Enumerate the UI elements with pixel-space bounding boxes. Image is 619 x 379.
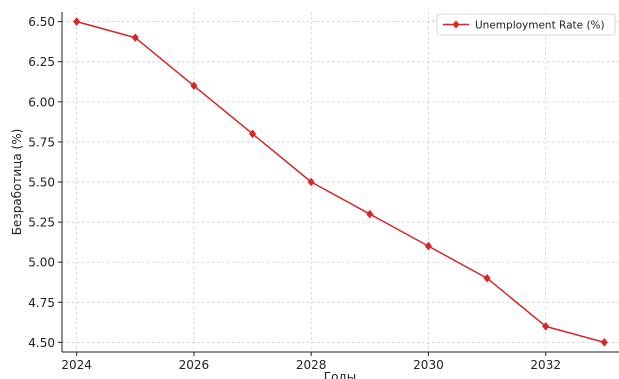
plot-background (62, 12, 619, 352)
legend-box (436, 13, 616, 36)
y-tick-label: 6.00 (28, 95, 55, 109)
y-tick-label: 4.75 (28, 296, 55, 310)
y-tick-label: 6.25 (28, 55, 55, 69)
data-point-marker (542, 321, 550, 331)
x-tick-label: 2030 (413, 358, 444, 372)
y-tick-label: 5.25 (28, 216, 55, 230)
data-point-marker (424, 241, 433, 251)
legend-marker-icon (452, 20, 460, 29)
series-line (76, 20, 605, 344)
data-point-marker (131, 33, 139, 43)
x-tick-label: 2024 (61, 358, 92, 372)
y-axis-label: Безработица (%) (10, 129, 24, 236)
data-point-marker (483, 273, 491, 283)
legend: Unemployment Rate (%) (436, 13, 616, 36)
data-point-marker (248, 129, 257, 139)
y-tick-label: 5.00 (28, 256, 55, 270)
x-tick-label: 2032 (530, 358, 561, 372)
data-point-marker (600, 337, 608, 347)
y-axis-ticks: 4.50 4.75 5.00 5.25 5.50 5.75 6.00 6.25 6.50 (28, 15, 62, 350)
data-point-marker (73, 17, 81, 27)
y-tick-label: 5.50 (28, 176, 55, 190)
series-group (73, 17, 608, 347)
y-tick-label: 6.50 (28, 15, 55, 29)
x-axis-ticks: 2024 2026 2028 2030 2032 (61, 352, 561, 372)
legend-label: Unemployment Rate (%) (475, 20, 605, 32)
x-tick-label: 2026 (179, 358, 210, 372)
data-point-marker (190, 81, 198, 91)
data-point-marker (366, 209, 374, 219)
y-tick-label: 5.75 (28, 135, 55, 149)
x-tick-label: 2028 (296, 358, 327, 372)
data-point-marker (307, 177, 315, 187)
x-axis-label: Годы (324, 370, 356, 379)
y-tick-label: 4.50 (28, 336, 55, 350)
